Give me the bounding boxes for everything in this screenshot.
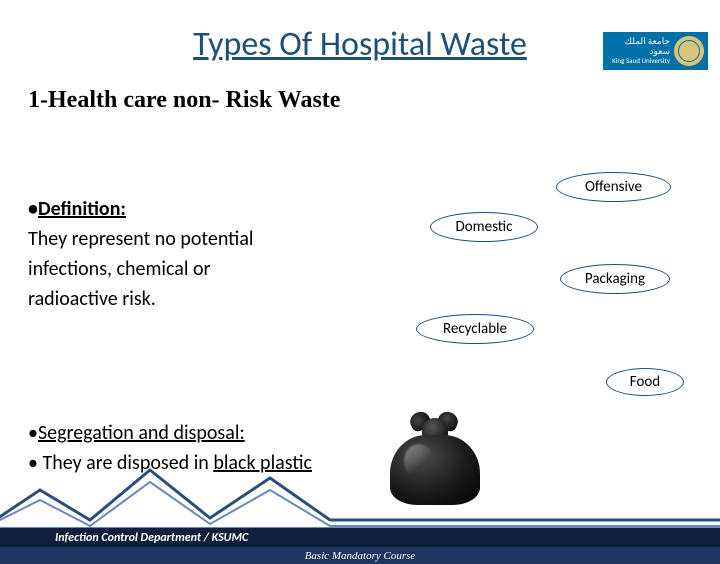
bubble-food-label: Food [630,373,660,391]
segregation-label: Segregation and disposal: [38,421,245,445]
definition-label: Definition: [28,197,126,221]
definition-block: Definition: They represent no potential … [28,194,358,314]
footer-bar-2: Basic Mandatory Course [0,547,720,564]
bubble-offensive: Offensive [556,172,671,202]
bubble-recyclable-label: Recyclable [443,320,507,338]
bubble-domestic: Domestic [430,212,538,242]
footer-mountain-graphic [0,460,720,530]
logo-text: جامعة الملك سعود King Saud University [607,37,670,64]
bubble-packaging: Packaging [560,264,670,294]
bubble-domestic-label: Domestic [456,218,513,236]
slide-subtitle: 1-Health care non- Risk Waste [28,87,720,114]
definition-line-2: infections, chemical or [28,254,358,284]
definition-line-3: radioactive risk. [28,284,358,314]
logo-seal-icon [674,36,704,66]
bubble-packaging-label: Packaging [585,270,645,288]
definition-line-1: They represent no potential [28,224,358,254]
university-logo: جامعة الملك سعود King Saud University [603,32,708,70]
footer-text-2: Basic Mandatory Course [305,550,416,562]
logo-arabic: جامعة الملك سعود [607,37,670,57]
footer-bar-1: Infection Control Department / KSUMC [0,527,720,547]
footer-text-1: Infection Control Department / KSUMC [55,531,248,545]
bubble-offensive-label: Offensive [585,178,642,196]
logo-english: King Saud University [607,57,670,65]
bubble-recyclable: Recyclable [416,314,534,344]
bubble-food: Food [606,368,684,396]
